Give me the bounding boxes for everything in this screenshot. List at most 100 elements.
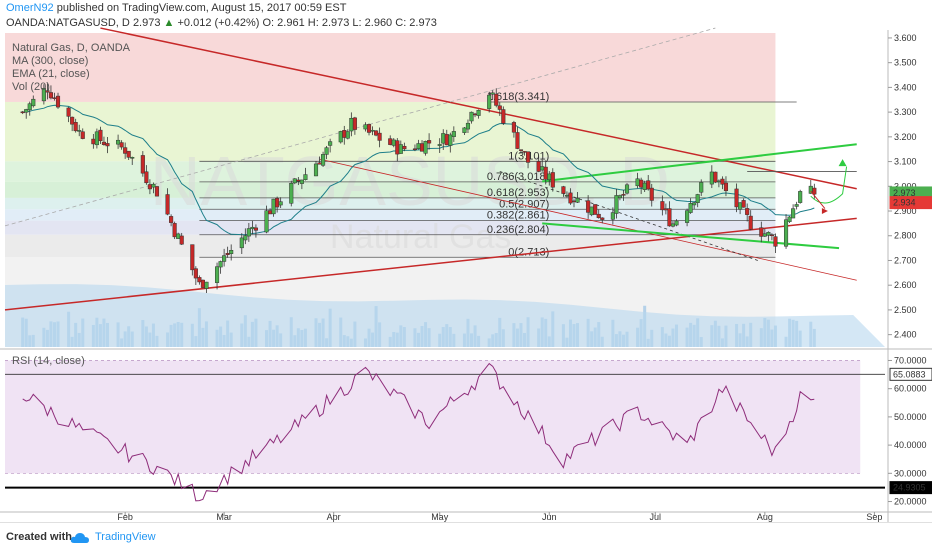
fib-band: [5, 181, 776, 198]
marked-price-tag: 2.934: [893, 198, 916, 208]
fib-level-label: 0.236(2.804): [487, 224, 549, 236]
candle-body: [773, 236, 778, 247]
candle-body: [734, 188, 739, 208]
price-tick-label: 2.700: [894, 255, 917, 265]
candle-body: [416, 143, 421, 149]
candle-body: [299, 179, 304, 184]
candle-body: [568, 192, 573, 204]
candle-body: [716, 180, 721, 183]
tradingview-brand[interactable]: TradingView: [95, 531, 156, 543]
price-tick-label: 2.900: [894, 206, 917, 216]
candle-body: [695, 194, 700, 203]
fib-band: [5, 101, 776, 162]
candle-body: [225, 253, 230, 255]
candle-body: [317, 162, 322, 165]
candle-body: [497, 105, 502, 110]
support-trendline: [4, 217, 857, 311]
candle-body: [73, 122, 78, 132]
legend-ema: EMA (21, close): [12, 68, 90, 80]
candle-body: [27, 103, 32, 111]
fib-level-label: 0.618(2.953): [487, 187, 549, 199]
fib-level-label: 0.382(2.861): [487, 210, 549, 222]
candle-body: [204, 281, 209, 289]
candle-body: [423, 140, 428, 154]
candle-body: [738, 202, 743, 210]
ema-line: [22, 104, 815, 236]
candle-body: [165, 194, 170, 215]
candle-body: [250, 226, 255, 230]
rsi-tick-label: 20.0000: [894, 497, 927, 507]
time-tick-label: Mar: [216, 512, 232, 522]
candle-body: [52, 97, 57, 99]
chart-canvas[interactable]: NATGASUSD, D Natural Gas 1.618(3.341)1(3…: [0, 0, 932, 522]
green-lower-channel: [542, 222, 840, 250]
candle-body: [45, 90, 50, 93]
candle-body: [66, 107, 71, 117]
bearish-path-arrow: [810, 190, 826, 209]
time-tick-label: Jun: [542, 512, 557, 522]
ohlc-line: OANDA:NATGASUSD, D 2.973 ▲ +0.012 (+0.42…: [6, 17, 437, 29]
candle-body: [600, 217, 605, 220]
candle-body: [550, 172, 555, 188]
candle-body: [639, 179, 644, 188]
rsi-tick-label: 60.0000: [894, 384, 927, 394]
candle-body: [791, 208, 796, 219]
candle-body: [154, 186, 160, 197]
candle-body: [518, 149, 524, 151]
candle-body: [98, 129, 103, 142]
candle-body: [218, 261, 223, 268]
candle-body: [699, 182, 704, 193]
candle-body: [388, 138, 393, 145]
candle-body: [547, 173, 552, 181]
candle-body: [48, 92, 53, 99]
bullish-arrowhead-icon: [838, 159, 847, 167]
candle-body: [176, 233, 181, 239]
candle-body: [352, 117, 357, 130]
candle-body: [762, 233, 767, 237]
low-value: L: 2.960: [352, 17, 393, 29]
rsi-tick-label: 40.0000: [894, 440, 927, 450]
time-tick-label: May: [431, 512, 449, 522]
candle-body: [377, 132, 382, 141]
author-link[interactable]: OmerN92: [6, 2, 54, 14]
candle-body: [649, 187, 654, 201]
time-tick-label: Jul: [650, 512, 662, 522]
time-tick-label: Aug: [757, 512, 773, 522]
candle-body: [709, 171, 714, 185]
resistance-trendline: [100, 27, 857, 190]
price-axis: 3.600 3.500 3.400 3.300 3.200 3.100 3.000 2.900…: [0, 30, 932, 522]
projection-arrows: [810, 159, 848, 215]
candle-body: [685, 210, 690, 223]
change-up-icon: ▲: [163, 17, 175, 29]
rsi-band: [5, 360, 861, 474]
candle-body: [526, 151, 531, 163]
open-value: O: 2.961: [262, 17, 305, 29]
candle-body: [670, 223, 676, 227]
candle-body: [349, 117, 354, 132]
candle-body: [589, 206, 594, 216]
candle-body: [635, 178, 640, 187]
candle-body: [536, 161, 541, 172]
fib-band: [5, 220, 776, 235]
green-upper-channel: [542, 143, 857, 183]
candle-body: [660, 201, 665, 211]
candle-body: [663, 208, 668, 211]
candle-body: [363, 124, 368, 130]
candle-body: [289, 182, 294, 204]
candle-body: [328, 141, 333, 146]
ema-series-line: [22, 104, 815, 236]
candle-body: [444, 134, 449, 146]
candle-body: [169, 216, 174, 223]
price-tick-label: 2.500: [894, 305, 917, 315]
legend-vol: Vol (20): [12, 81, 50, 93]
candle-body: [239, 237, 244, 249]
candle-body: [759, 227, 764, 237]
price-tick-label: 3.300: [894, 107, 917, 117]
candle-body: [200, 279, 205, 288]
candle-body: [437, 144, 442, 146]
candle-body: [91, 138, 96, 145]
close-value: C: 2.973: [395, 17, 437, 29]
candle-body: [119, 142, 124, 148]
candle-body: [303, 174, 308, 180]
candle-body: [688, 203, 693, 213]
